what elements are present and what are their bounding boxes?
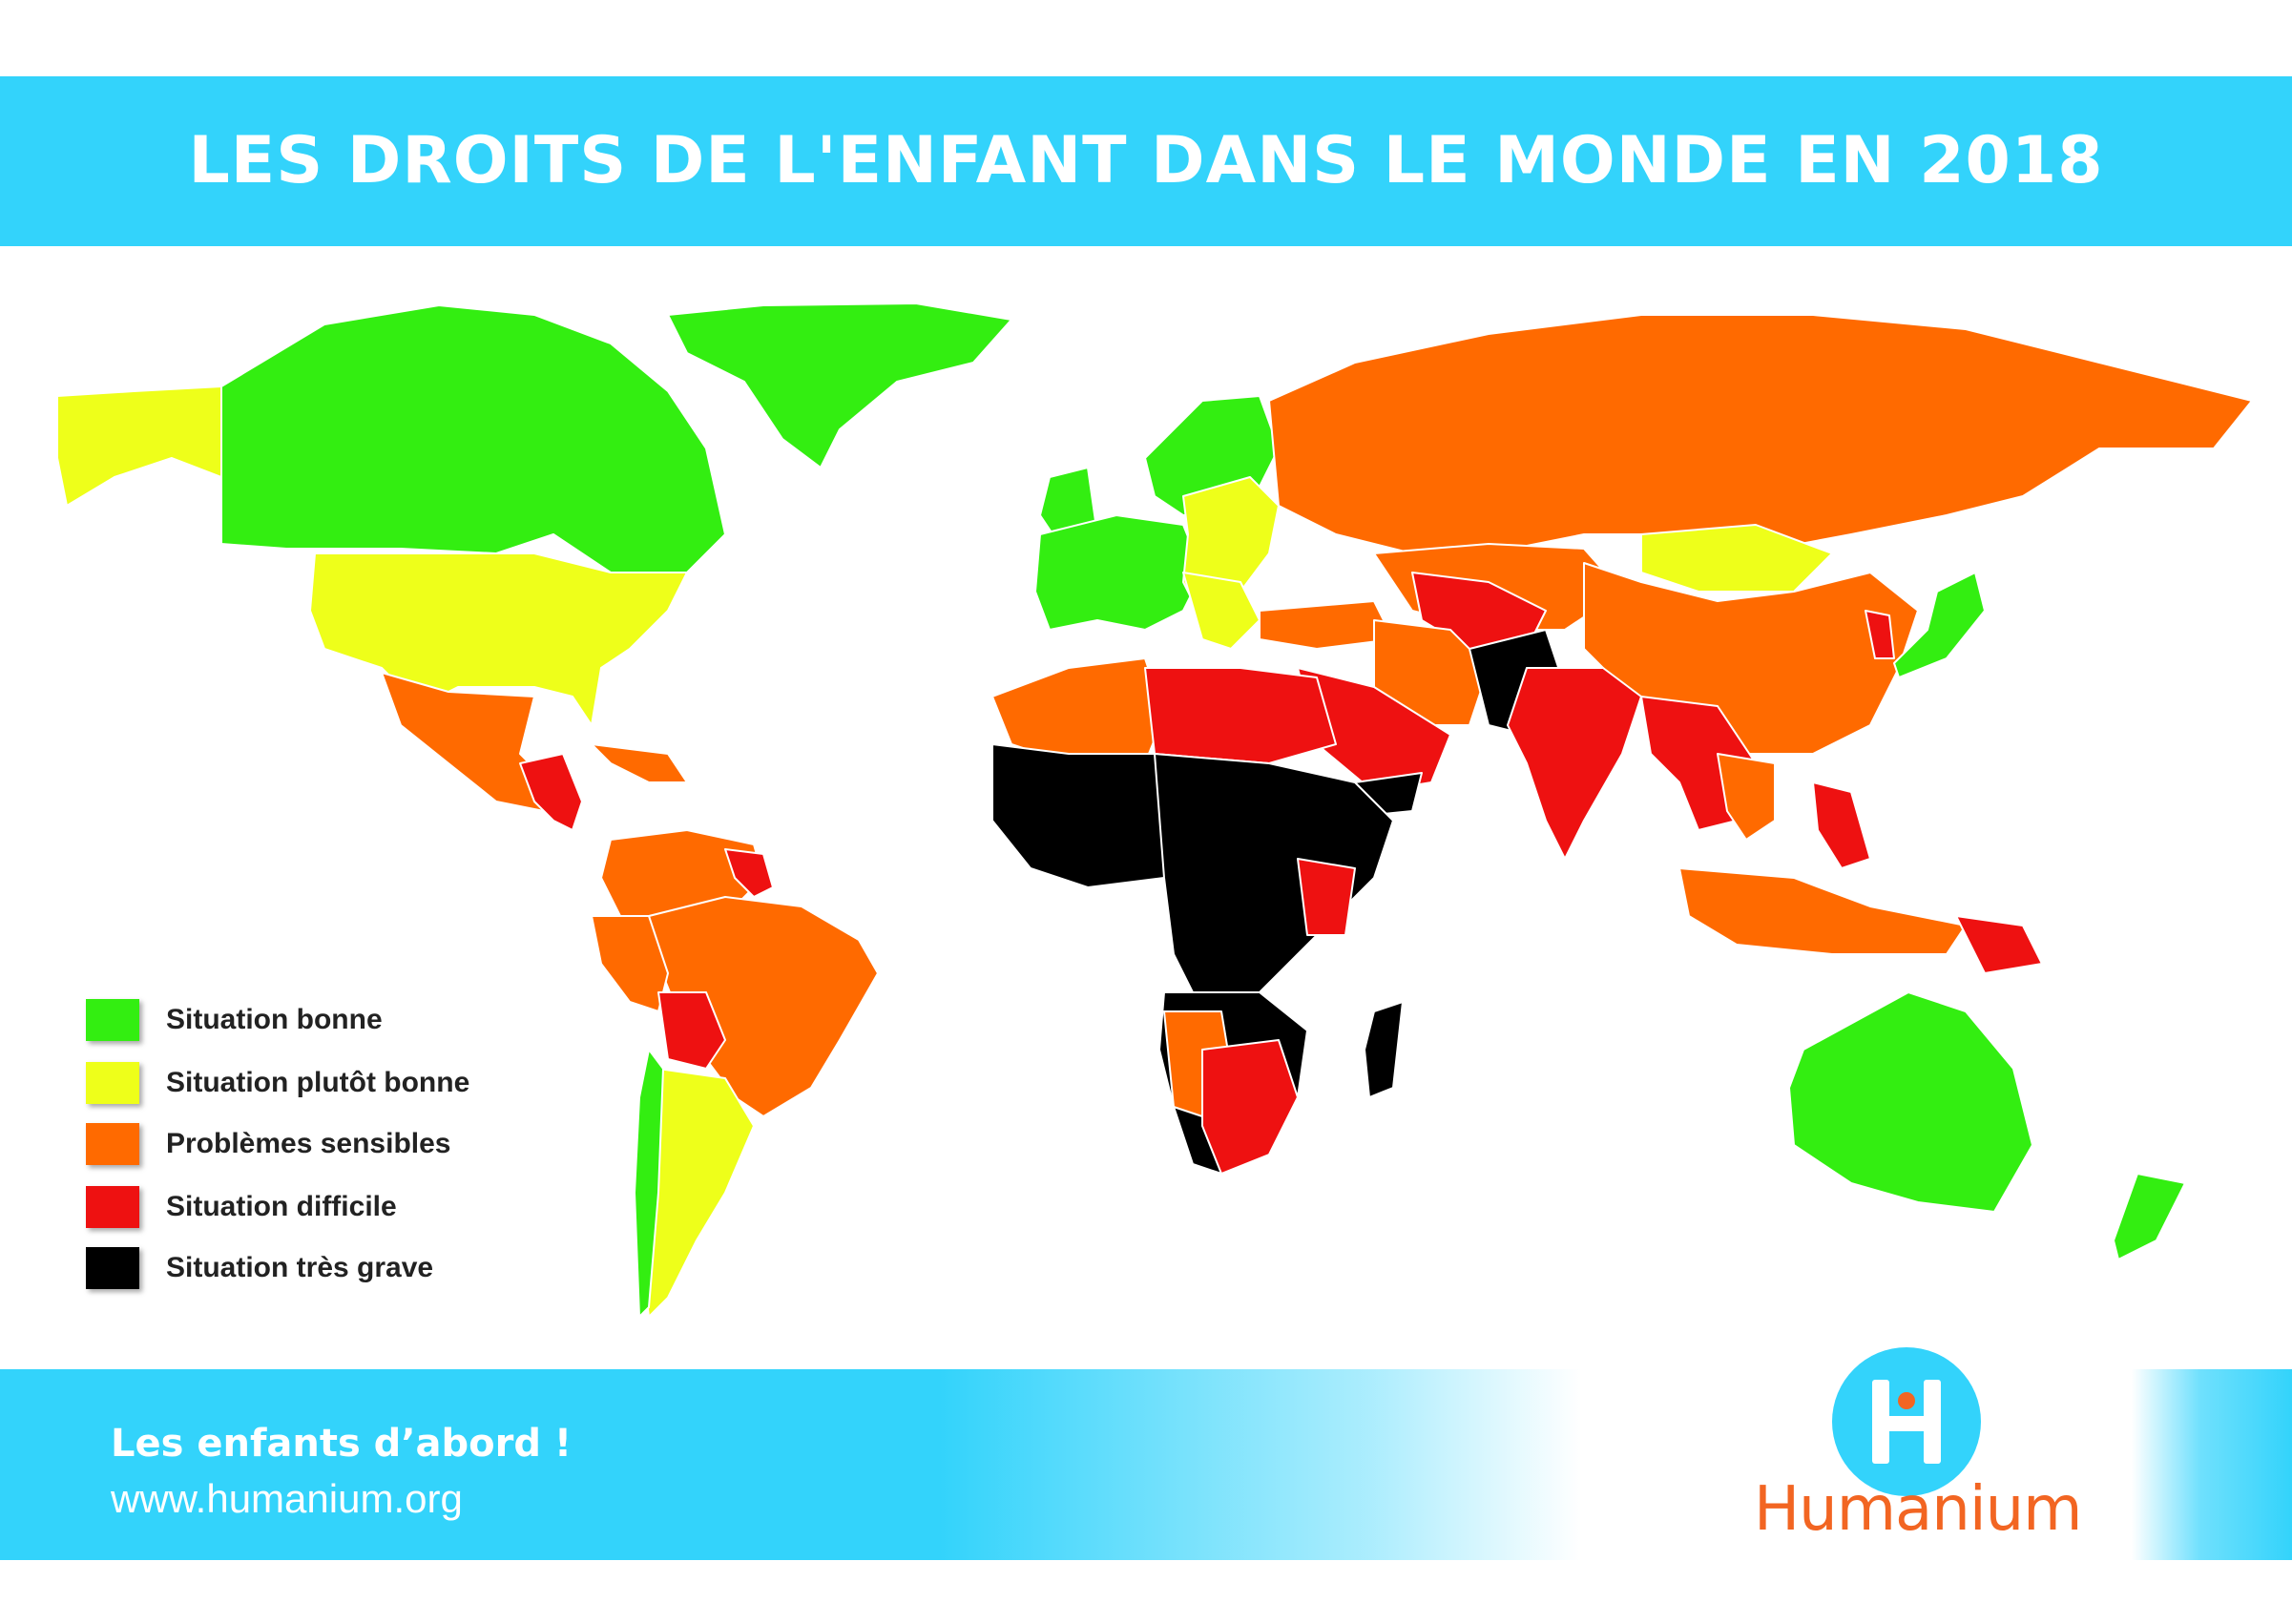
region-australia (1788, 991, 2033, 1213)
region-western-europe (1034, 514, 1203, 631)
legend-swatch-fairly-good (86, 1062, 139, 1104)
region-indochina (1717, 753, 1776, 841)
region-central-america (519, 753, 583, 831)
legend-item-fairly-good: Situation plutôt bonne (86, 1060, 469, 1106)
region-kenya (1297, 858, 1356, 936)
legend-swatch-good (86, 999, 139, 1041)
footer-slogan: Les enfants d’abord ! (111, 1422, 573, 1466)
region-india (1507, 667, 1642, 860)
legend-item-good: Situation bonne (86, 997, 383, 1043)
region-turkey (1259, 600, 1394, 650)
legend-label-difficult: Situation difficile (166, 1191, 397, 1222)
region-madagascar (1364, 1001, 1404, 1098)
region-philippines (1812, 781, 1871, 869)
region-peru (591, 915, 669, 1012)
region-canada (220, 304, 726, 573)
region-papua (1955, 915, 2043, 974)
region-alaska (56, 385, 222, 507)
region-indonesia (1678, 867, 1967, 955)
region-bolivia (657, 991, 726, 1070)
title-banner: LES DROITS DE L'ENFANT DANS LE MONDE EN … (0, 76, 2292, 246)
website-link[interactable]: www.humanium.org (111, 1476, 463, 1521)
region-greenland (667, 302, 1012, 468)
legend-item-sensitive: Problèmes sensibles (86, 1121, 450, 1167)
region-korea (1865, 610, 1895, 659)
region-chile (634, 1049, 664, 1318)
region-balkans (1182, 572, 1261, 650)
legend-label-very-serious: Situation très grave (166, 1252, 434, 1283)
legend-item-very-serious: Situation très grave (86, 1245, 433, 1291)
region-mexico (381, 672, 550, 812)
brand-name: Humanium (1754, 1474, 2083, 1545)
world-map (56, 302, 2253, 1318)
legend-label-good: Situation bonne (166, 1004, 383, 1035)
legend-label-sensitive: Problèmes sensibles (166, 1128, 451, 1159)
page-title: LES DROITS DE L'ENFANT DANS LE MONDE EN … (188, 123, 2104, 198)
region-new-zealand (2113, 1173, 2186, 1260)
region-central-east-africa (1154, 753, 1394, 1012)
region-north-africa-east (1144, 667, 1337, 764)
legend-swatch-difficult (86, 1186, 139, 1228)
region-south-africa (1201, 1039, 1299, 1175)
region-russia (1268, 314, 2253, 554)
region-caribbean (591, 743, 688, 783)
legend-swatch-very-serious (86, 1247, 139, 1289)
region-japan (1893, 572, 1986, 678)
region-guyanas (724, 848, 774, 898)
humanium-h-logo-icon (1832, 1347, 1981, 1496)
legend-label-fairly-good: Situation plutôt bonne (166, 1067, 470, 1098)
legend-item-difficult: Situation difficile (86, 1184, 397, 1230)
legend-swatch-sensitive (86, 1123, 139, 1165)
